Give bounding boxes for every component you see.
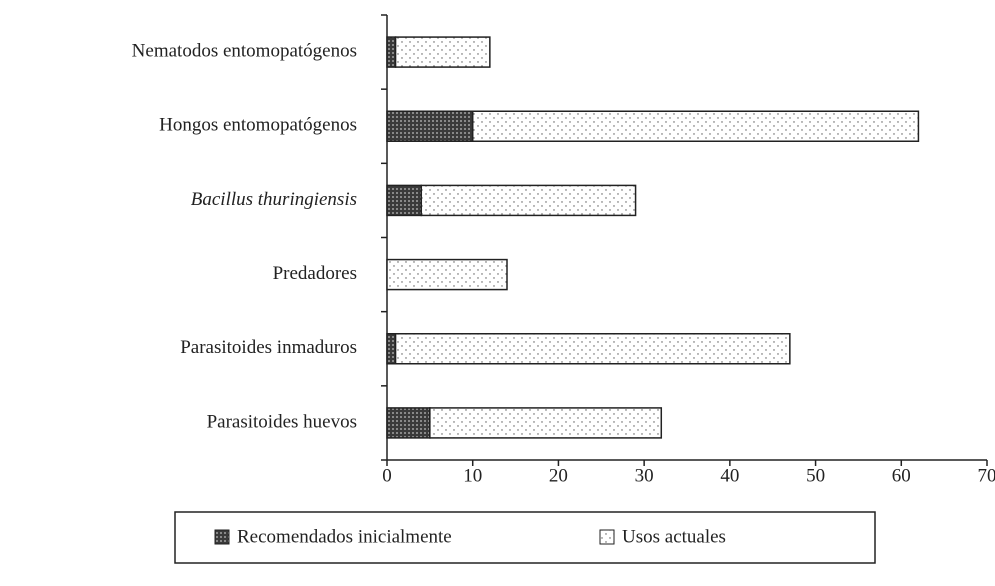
legend-swatch [599,529,615,545]
bar-segment [386,258,508,291]
bar-segment [386,407,431,439]
bar-segment [386,184,423,217]
bar-segment [386,36,397,68]
legend-label: Usos actuales [622,526,726,547]
x-tick-label: 10 [463,465,482,486]
bar-segment [471,110,920,142]
x-tick-label: 70 [978,465,995,486]
bar-segment [394,333,791,365]
legend-swatch [214,529,230,545]
x-tick-label: 40 [720,465,739,486]
bar-segment [429,407,663,439]
x-tick-label: 60 [892,465,911,486]
bar-segment [420,184,637,217]
y-tick-label: Parasitoides inmaduros [180,337,357,358]
y-tick-label: Bacillus thuringiensis [191,189,357,210]
legend-label: Recomendados inicialmente [237,526,452,547]
bar-segment [386,110,474,142]
x-tick-label: 30 [635,465,654,486]
x-tick-label: 50 [806,465,825,486]
x-tick-label: 0 [382,465,392,486]
y-tick-label: Parasitoides huevos [207,411,357,432]
legend-box [174,511,876,564]
y-tick-label: Hongos entomopatógenos [159,115,357,136]
x-tick-label: 20 [549,465,568,486]
bar-segment [386,333,397,365]
bar-segment [394,36,491,68]
y-tick-label: Predadores [273,263,357,284]
y-tick-label: Nematodos entomopatógenos [132,40,357,61]
